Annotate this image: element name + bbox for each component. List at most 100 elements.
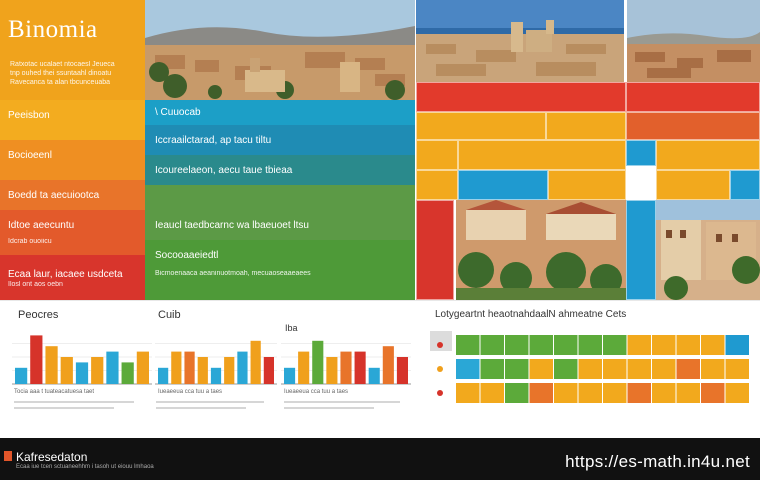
left-band-label: Bocioeenl [8, 150, 52, 161]
grid-cell[interactable] [416, 140, 458, 170]
middle-band-2[interactable]: Iccraailctarad, ap tacu tiltu [145, 125, 415, 155]
grid-cell[interactable] [626, 140, 656, 166]
table-cell [627, 335, 651, 355]
bar [45, 346, 58, 384]
page-title: Binomia [8, 16, 98, 43]
bar [184, 351, 195, 384]
bar-chart-3 [281, 340, 411, 385]
table-cell [652, 383, 676, 403]
bar [284, 367, 296, 384]
table-cell [505, 359, 529, 379]
table-cell [554, 335, 578, 355]
table-cell [480, 335, 504, 355]
table-cell [505, 335, 529, 355]
table-cell [725, 335, 749, 355]
table-cell [603, 335, 627, 355]
grid-cell[interactable] [416, 112, 546, 140]
left-band-1[interactable]: Peeisbon [0, 100, 145, 140]
bar [106, 351, 119, 384]
table-cell [578, 359, 602, 379]
bar [91, 357, 104, 384]
bar [354, 351, 366, 384]
bar [368, 367, 380, 384]
grid-cell[interactable] [626, 200, 656, 300]
panel-title: Cuib [158, 309, 181, 321]
grid-cell[interactable] [656, 140, 760, 170]
grid-cell[interactable] [626, 112, 760, 140]
bar [250, 340, 261, 384]
middle-band-1[interactable]: \ Cuuocab [145, 100, 415, 125]
table-cell [578, 335, 602, 355]
bar [237, 351, 248, 384]
row-marker-icon [437, 342, 443, 348]
middle-band-3[interactable]: Icoureelaeon, aecu taue tbieaa [145, 155, 415, 185]
table-cell [529, 359, 553, 379]
row-marker-icon [437, 366, 443, 372]
grid-cell[interactable] [548, 170, 626, 200]
table-cell [578, 383, 602, 403]
city-photo-2 [416, 0, 624, 82]
left-column: Binomia Ratxotac ucalaet ntocaesl Jeueca… [0, 0, 145, 300]
bar [30, 335, 43, 384]
bar [75, 362, 89, 384]
caption: Iueaeeua cca tuu a taes [158, 389, 223, 395]
subtitle-line: tnp ouhed thei ssuntaahl dinoatu [10, 70, 112, 77]
grid-cell[interactable] [416, 170, 458, 200]
middle-band-label: \ Cuuocab [155, 107, 201, 118]
left-band-sublabel: Idcrab ouoiicu [8, 238, 52, 245]
footer-url[interactable]: https://es-math.in4u.net [565, 452, 750, 471]
left-band-3[interactable]: Boedd ta aecuiootca [0, 180, 145, 210]
table-cell [725, 383, 749, 403]
left-band-5[interactable]: Ecaa laur, iacaee usdceta Ilosl ont aos … [0, 255, 145, 300]
table-cell [456, 359, 480, 379]
bar [15, 367, 28, 384]
row-marker-icon [437, 390, 443, 396]
bar [382, 346, 394, 384]
table-cell [603, 383, 627, 403]
table-cell [627, 359, 651, 379]
bar [136, 351, 149, 384]
middle-band-label: Ieaucl taedbcarnc wa lbaeuoet ltsu [155, 220, 309, 231]
table-cell [480, 383, 504, 403]
middle-band-label: Icoureelaeon, aecu taue tbieaa [155, 165, 293, 176]
grid-cell[interactable] [416, 82, 626, 112]
table-cell [456, 383, 480, 403]
middle-band-5[interactable]: Socooaaeiedtl Bicmoenaaca aeaninuotmoah,… [145, 240, 415, 300]
bar [60, 357, 73, 384]
grid-cell-red[interactable] [416, 200, 454, 300]
left-band-4[interactable]: Idtoe aeecuntu Idcrab ouoiicu [0, 210, 145, 255]
grid-cell[interactable] [626, 82, 760, 112]
table-cell [701, 335, 725, 355]
table-cell [701, 383, 725, 403]
color-table [430, 331, 749, 403]
bar [298, 351, 310, 384]
bar [263, 357, 274, 384]
caption: Tocia aaa t tuateacatuesa taet [14, 389, 95, 395]
bottom-panels: Peocres Cuib Iba Lotygeartnt heaotnahdaa… [0, 300, 760, 438]
table-cell [456, 335, 480, 355]
grid-cell[interactable] [458, 170, 548, 200]
grid-cell[interactable] [730, 170, 760, 200]
table-cell [725, 359, 749, 379]
panel-title: Lotygeartnt heaotnahdaalN ahmeatne Cets [435, 309, 627, 320]
town-photo [456, 200, 626, 300]
table-cell [529, 335, 553, 355]
grid-cell[interactable] [546, 112, 626, 140]
caption: Iueaeeua cca tuu a taes [284, 389, 349, 395]
bar-chart-2 [155, 340, 277, 385]
middle-band-4[interactable]: Ieaucl taedbcarnc wa lbaeuoet ltsu [145, 185, 415, 240]
footer-caption: Ecaa iue tcen sctuaneehhm i tasoh ut eio… [16, 464, 154, 470]
bar [121, 362, 134, 384]
bar-chart-1 [12, 335, 152, 385]
left-band-sublabel: Ilosl ont aos oebn [8, 281, 63, 288]
middle-band-label: Socooaaeiedtl [155, 250, 219, 261]
subtitle-line: Ravecanca ta alan tbcunceuaba [10, 79, 111, 86]
left-band-label: Peeisbon [8, 110, 50, 121]
bar [210, 367, 222, 384]
left-band-2[interactable]: Bocioeenl [0, 140, 145, 180]
middle-band-label: Iccraailctarad, ap tacu tiltu [155, 135, 272, 146]
table-cell [529, 383, 553, 403]
brand-icon [4, 451, 12, 461]
grid-cell[interactable] [458, 140, 626, 170]
grid-cell[interactable] [656, 170, 730, 200]
